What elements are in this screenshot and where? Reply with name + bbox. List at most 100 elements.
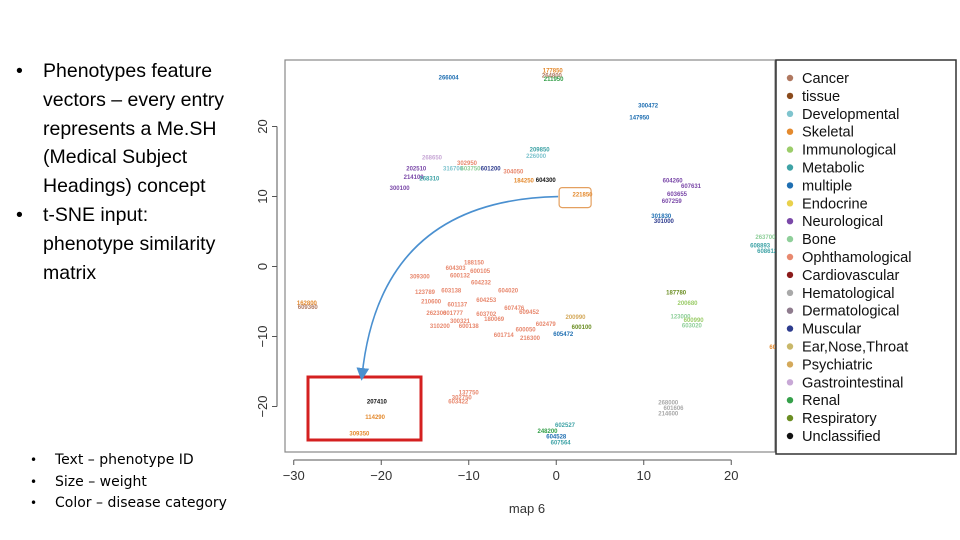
legend-label: Muscular	[802, 322, 861, 338]
point-label-162800: 162800	[297, 301, 318, 307]
point-label-603655: 603655	[667, 192, 688, 198]
point-label-221850: 221850	[572, 193, 593, 199]
point-label-300321: 300321	[450, 319, 471, 325]
y-tick-label: −10	[255, 325, 270, 347]
legend-label: Cancer	[802, 71, 849, 87]
legend-label: Ophthamological	[802, 250, 912, 266]
point-label-316700: 316700	[443, 167, 464, 173]
point-label-603702: 603702	[476, 312, 497, 318]
point-label-180069: 180069	[484, 317, 505, 323]
point-label-604528: 604528	[546, 435, 567, 441]
point-label-248200: 248200	[537, 429, 558, 435]
tsne-scatter-chart: −30 −20 −10 0 10 20 −20 −10 0 10 20 map 6 266004 177…	[255, 59, 957, 516]
legend-swatch	[786, 182, 794, 189]
source-marker-box	[558, 187, 592, 209]
point-label-264800: 264800	[542, 74, 563, 80]
point-label-210600: 210600	[421, 300, 442, 306]
point-label-211950: 211950	[544, 77, 564, 83]
point-label-601606: 601606	[663, 406, 684, 412]
point-label-605472: 605472	[553, 332, 574, 338]
legend-swatch	[786, 397, 794, 404]
x-tick-label: 10	[637, 468, 651, 483]
legend-swatch	[786, 253, 794, 261]
legend-swatch	[786, 271, 794, 279]
legend-label: Immunological	[802, 143, 896, 159]
x-tick-label: −30	[283, 468, 305, 483]
point-label-607631: 607631	[681, 184, 702, 190]
point-label-607259: 607259	[662, 199, 683, 205]
legend-swatch	[786, 74, 794, 82]
highlight-annotation	[306, 187, 592, 442]
point-label-123789: 123789	[415, 290, 436, 296]
point-label-266004: 266004	[439, 76, 460, 82]
point-label-602479: 602479	[536, 322, 557, 328]
legend-note-list: Text – phenotype ID Size – weight Color …	[30, 450, 227, 515]
legend-label: Endocrine	[802, 196, 868, 212]
y-tick-label: 20	[255, 119, 270, 133]
point-label-137750: 137750	[459, 391, 480, 397]
legend-swatch	[786, 218, 794, 225]
legend-swatch	[786, 110, 794, 118]
point-label-114290: 114290	[365, 415, 385, 421]
point-label-604260: 604260	[663, 179, 684, 185]
x-tick-label: −20	[370, 468, 392, 483]
point-label-177850: 177850	[543, 69, 564, 75]
point-label-304050: 304050	[503, 169, 524, 175]
point-label-601714: 601714	[494, 333, 515, 339]
point-label-603750: 603750	[460, 167, 481, 173]
legend-swatch	[786, 325, 794, 332]
legend-label: Bone	[802, 232, 836, 248]
point-label-302750: 302750	[452, 396, 473, 402]
legend-label: Psychiatric	[802, 357, 873, 373]
x-tick-label: −10	[458, 468, 480, 483]
point-label-309350: 309350	[349, 432, 370, 438]
point-label-600105: 600105	[470, 269, 491, 275]
point-label-600100: 600100	[572, 325, 593, 331]
y-tick-label: 10	[255, 189, 270, 203]
point-label-608612: 608612	[757, 249, 778, 255]
point-label-609360: 609360	[298, 305, 319, 311]
legend-label: Developmental	[802, 107, 899, 123]
legend-swatch	[786, 200, 794, 207]
legend-swatch	[786, 128, 794, 135]
point-label-188150: 188150	[464, 260, 485, 266]
point-label-603138: 603138	[441, 288, 462, 294]
axes: −30 −20 −10 0 10 20 −20 −10 0 10 20 map 6	[255, 119, 738, 516]
legend-swatch	[786, 414, 794, 422]
point-label-300100: 300100	[390, 186, 411, 192]
point-label-604300: 604300	[536, 178, 557, 184]
point-label-209850: 209850	[530, 148, 551, 154]
legend-label: Renal	[802, 393, 840, 409]
y-tick-label: 0	[255, 263, 270, 270]
point-label-604303: 604303	[446, 266, 467, 272]
note-color-disease-category: Color – disease category	[30, 493, 227, 515]
bullet-tsne-input: t-SNE input: phenotype similarity matrix	[14, 201, 229, 287]
point-label-214600: 214600	[658, 412, 679, 418]
legend-swatch	[786, 164, 794, 171]
point-label-301000: 301000	[654, 219, 675, 225]
x-tick-label: 20	[724, 468, 738, 483]
legend-label: Hematological	[802, 286, 894, 302]
x-tick-label: 0	[553, 468, 560, 483]
legend-label: Unclassified	[802, 429, 881, 445]
point-label-600990: 600990	[684, 318, 705, 324]
point-label-268650: 268650	[422, 155, 443, 161]
point-label-309300: 309300	[410, 274, 431, 280]
point-label-604232: 604232	[471, 281, 492, 287]
point-label-184250: 184250	[514, 179, 535, 185]
legend-label: Respiratory	[802, 411, 877, 427]
legend-label: Neurological	[802, 214, 883, 230]
point-label-214100: 214100	[404, 175, 425, 181]
legend-box	[775, 59, 957, 455]
x-axis-title: map 6	[509, 501, 545, 516]
point-label-608893: 608893	[750, 244, 771, 250]
legend-swatch	[786, 307, 794, 314]
legend: Cancer tissue Developmental Skeletal Immunol…	[775, 59, 957, 455]
legend-label: Cardiovascular	[802, 268, 899, 284]
point-label-263700: 263700	[755, 235, 776, 241]
point-label-123000: 123000	[670, 314, 691, 320]
legend-swatch	[786, 432, 794, 440]
point-label-604020: 604020	[498, 288, 519, 294]
point-label-601777: 601777	[443, 311, 464, 317]
